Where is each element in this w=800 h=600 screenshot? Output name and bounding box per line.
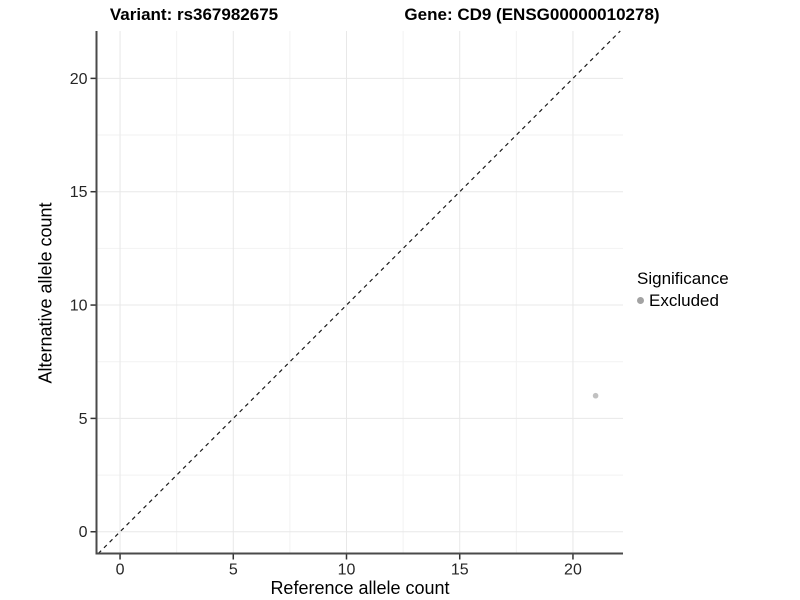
x-tick-label: 10 [338, 562, 356, 579]
y-tick-label: 15 [70, 184, 88, 201]
y-tick-label: 20 [70, 71, 88, 88]
y-tick-label: 5 [79, 411, 88, 428]
variant-title: Variant: rs367982675 [109, 5, 279, 24]
x-axis-title: Reference allele count [270, 578, 450, 598]
data-point [592, 392, 599, 399]
x-tick-label: 5 [229, 562, 238, 579]
y-tick-label: 0 [79, 524, 88, 541]
x-tick-label: 0 [116, 562, 125, 579]
x-tick-label: 15 [451, 562, 469, 579]
gene-title: Gene: CD9 (ENSG00000010278) [404, 5, 660, 24]
legend-title: Significance [637, 269, 729, 288]
x-tick-label: 20 [564, 562, 582, 579]
identity-line [97, 30, 621, 554]
legend: Significance Excluded [637, 269, 729, 310]
y-axis-title: Alternative allele count [35, 202, 56, 384]
legend-item-label: Excluded [649, 291, 719, 310]
legend-key-dot [637, 297, 644, 304]
legend-items: Excluded [637, 291, 729, 310]
legend-item: Excluded [637, 291, 729, 310]
y-tick-label: 10 [70, 298, 88, 315]
